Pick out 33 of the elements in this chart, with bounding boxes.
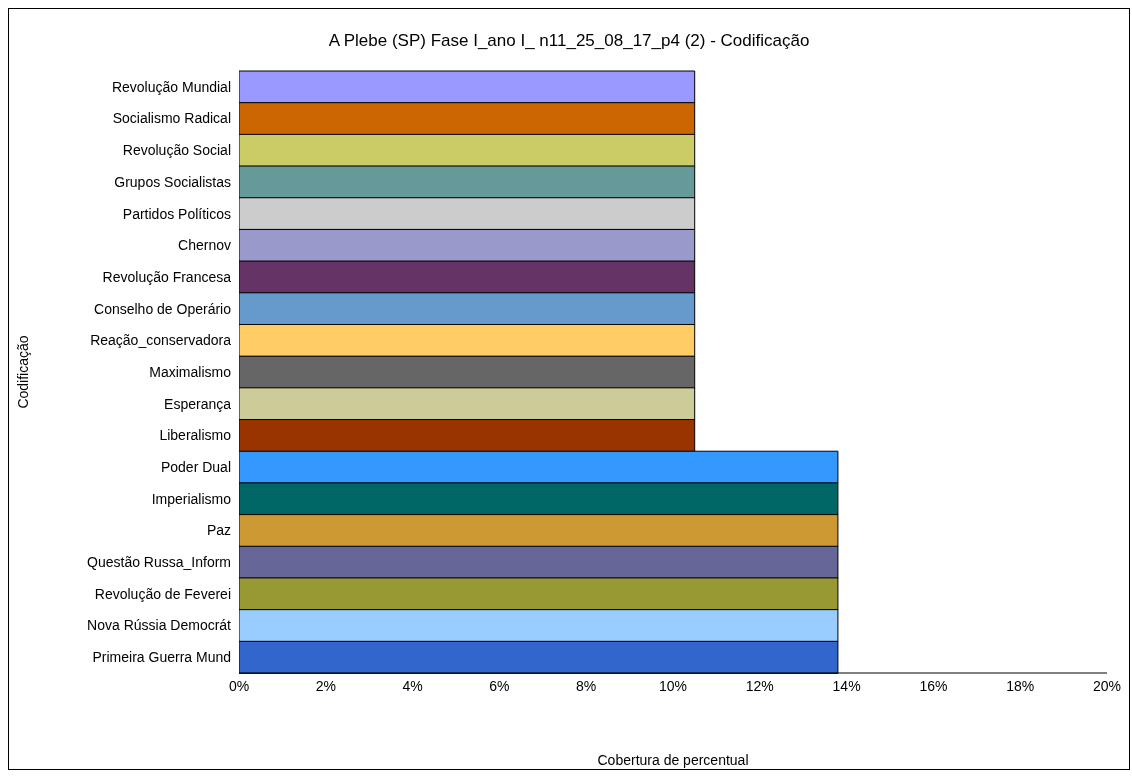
y-tick-label: Revolução de Feverei xyxy=(94,585,231,602)
y-tick-label: Grupos Socialistas xyxy=(114,173,231,190)
y-tick-label: Maximalismo xyxy=(149,363,232,380)
y-tick-label: Socialismo Radical xyxy=(112,110,231,127)
chart-title: A Plebe (SP) Fase I_ano I_ n11_25_08_17_p4 (2) - Codificação xyxy=(327,31,811,51)
x-axis-title: Cobertura de percentual xyxy=(597,752,749,768)
x-tick-label: 14% xyxy=(832,677,861,694)
y-tick-label: Reação_conservadora xyxy=(90,332,232,349)
y-tick-label: Revolução Social xyxy=(122,142,231,159)
x-tick-label: 2% xyxy=(315,677,336,694)
y-tick-label: Chernov xyxy=(178,237,231,254)
x-tick-label: 12% xyxy=(745,677,774,694)
x-tick-label: 16% xyxy=(919,677,948,694)
x-tick-label: 20% xyxy=(1092,677,1122,694)
y-tick-label: Primeira Guerra Mund xyxy=(92,649,231,666)
x-tick-label: 0% xyxy=(228,677,250,694)
x-tick-label: 6% xyxy=(489,677,510,694)
y-tick-label: Esperança xyxy=(164,395,232,412)
x-tick-label: 18% xyxy=(1006,677,1035,694)
y-tick-label: Revolução Francesa xyxy=(102,268,232,285)
y-tick-label: Liberalismo xyxy=(159,427,232,444)
y-tick-label: Partidos Políticos xyxy=(122,205,231,222)
y-tick-label: Paz xyxy=(206,522,231,539)
y-tick-label: Questão Russa_Inform xyxy=(87,554,231,571)
y-tick-label: Nova Rússia Democrát xyxy=(87,617,232,634)
y-tick-label: Imperialismo xyxy=(151,490,232,507)
y-tick-label: Revolução Mundial xyxy=(111,78,231,95)
y-tick-label: Poder Dual xyxy=(160,459,231,476)
y-axis-title: Codificação xyxy=(14,335,31,409)
x-tick-label: 10% xyxy=(658,677,688,694)
x-tick-label: 8% xyxy=(576,677,597,694)
y-tick-label: Conselho de Operário xyxy=(94,300,232,317)
x-tick-label: 4% xyxy=(402,677,423,694)
